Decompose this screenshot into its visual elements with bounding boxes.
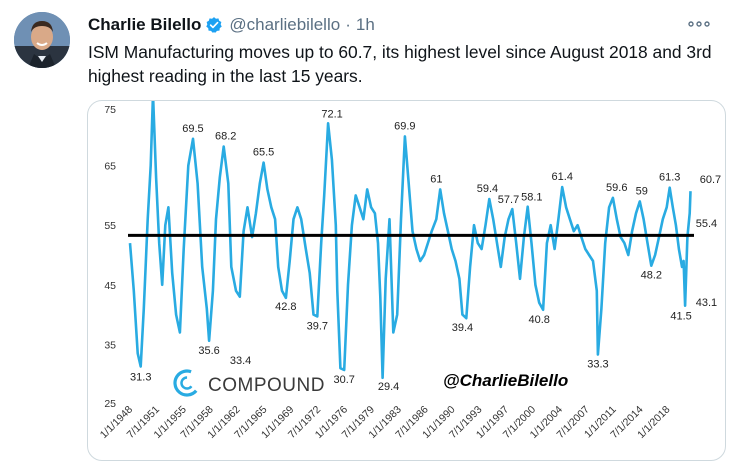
data-label: 31.3 <box>130 371 151 383</box>
y-tick-label: 75 <box>104 104 116 116</box>
data-label: 65.5 <box>253 147 274 159</box>
tweet-timestamp[interactable]: 1h <box>355 15 375 34</box>
data-label: 59.6 <box>606 182 627 194</box>
x-axis: 1/1/19487/1/19511/1/19557/1/19581/1/1962… <box>98 404 673 442</box>
data-label: 39.7 <box>307 320 328 332</box>
y-tick-label: 55 <box>104 220 116 232</box>
compound-logo-text: COMPOUND <box>208 375 325 396</box>
avatar-image <box>14 12 70 68</box>
y-tick-label: 65 <box>104 161 116 173</box>
data-label: 72.1 <box>321 108 342 120</box>
tweet-header: Charlie Bilello @charliebilello · 1h <box>88 14 375 36</box>
watermark-text: @CharlieBilello <box>443 371 568 390</box>
y-tick-label: 45 <box>104 280 116 292</box>
data-label: 30.7 <box>333 374 354 386</box>
data-labels: 31.3 69.5 35.6 68.2 33.4 65.5 42.8 39.7 72.1 30.7… <box>130 108 721 392</box>
data-label: 68.2 <box>215 131 236 143</box>
data-label: 39.4 <box>452 322 473 334</box>
data-label: 48.2 <box>641 270 662 282</box>
data-label: 33.4 <box>230 355 251 367</box>
data-label: 60.7 <box>700 174 721 186</box>
data-label: 35.6 <box>198 345 219 357</box>
more-options-icon[interactable] <box>687 14 711 34</box>
data-label: 61 <box>430 173 442 185</box>
avatar[interactable] <box>14 12 70 68</box>
data-label: 55.4 <box>696 218 717 230</box>
data-label: 40.8 <box>529 314 550 326</box>
plot-area <box>128 101 694 380</box>
y-tick-label: 25 <box>104 398 116 410</box>
tweet-media[interactable]: 75 65 55 45 35 25 1/1/1948 7/1/1951 1/1/1955 7/1… <box>87 100 726 461</box>
y-axis: 75 65 55 45 35 25 <box>104 104 116 410</box>
verified-badge-icon <box>205 16 223 34</box>
tweet-text: ISM Manufacturing moves up to 60.7, its … <box>88 42 712 86</box>
data-label: 29.4 <box>378 381 399 393</box>
data-label: 33.3 <box>587 359 608 371</box>
compound-logo: COMPOUND <box>173 369 325 397</box>
y-tick-label: 35 <box>104 339 116 351</box>
data-label: 69.5 <box>182 123 203 135</box>
data-label: 61.3 <box>659 172 680 184</box>
data-label: 69.9 <box>394 120 415 132</box>
ism-chart: 75 65 55 45 35 25 1/1/19487/1/19511/1/19557/1… <box>98 101 721 442</box>
series-line <box>128 101 692 380</box>
data-label: 58.1 <box>521 192 542 204</box>
data-label: 42.8 <box>275 301 296 313</box>
data-label: 59 <box>636 185 648 197</box>
author-name[interactable]: Charlie Bilello <box>88 15 202 34</box>
separator-dot: · <box>345 15 351 34</box>
data-label: 57.7 <box>498 194 519 206</box>
data-label: 61.4 <box>552 171 573 183</box>
data-label: 43.1 <box>696 297 717 309</box>
data-label: 59.4 <box>477 183 498 195</box>
author-handle[interactable]: @charliebilello <box>229 15 341 34</box>
data-label: 41.5 <box>670 311 691 323</box>
